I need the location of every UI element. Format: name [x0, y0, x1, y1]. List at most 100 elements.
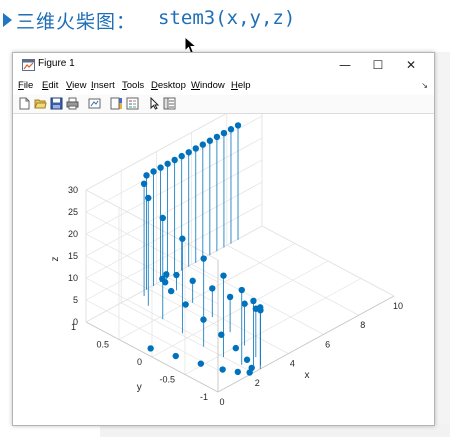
link-plot-icon[interactable] [88, 97, 101, 110]
y-tick-label: 0 [137, 357, 142, 367]
menu-help-mnemonic: H [231, 80, 238, 91]
open-file-icon[interactable] [34, 97, 47, 110]
window-title: Figure 1 [38, 58, 75, 69]
back-wall-gridline [85, 181, 263, 279]
background-strip [100, 424, 450, 437]
stem-marker [209, 285, 216, 292]
stem-marker [163, 271, 170, 278]
menu-desktop-mnemonic: D [151, 80, 158, 91]
left-wall-gridline [85, 277, 219, 349]
stem-marker [206, 137, 214, 144]
insert-colorbar-icon[interactable] [110, 97, 123, 110]
z-tick-label: 10 [68, 273, 78, 283]
stem-marker [257, 304, 264, 311]
menu-tools[interactable]: Tools [122, 80, 144, 91]
y-axis-label: y [137, 382, 142, 393]
stem-marker [159, 214, 166, 222]
menu-window[interactable]: Window [191, 80, 225, 91]
left-wall-gridline [85, 233, 219, 305]
x-axis-label: x [304, 370, 309, 381]
menu-window-label: indow [199, 80, 225, 91]
stem-marker [192, 145, 199, 152]
print-icon[interactable] [66, 97, 79, 110]
back-wall-gridline [85, 137, 263, 235]
menu-insert[interactable]: Insert [91, 80, 115, 91]
y-tick-label: 0.5 [96, 340, 109, 350]
back-wall-gridline [85, 115, 263, 213]
dock-arrow-icon[interactable]: ↘ [421, 81, 428, 90]
minimize-button[interactable]: — [339, 58, 351, 72]
stem-marker [220, 129, 228, 137]
menu-edit-label: dit [48, 80, 59, 91]
stem-marker [150, 168, 157, 175]
stem-marker [243, 356, 251, 363]
bullet-triangle-icon [3, 13, 12, 27]
y-tick-label: -1 [200, 392, 208, 402]
menu-tools-label: ools [126, 80, 145, 91]
stem-marker [157, 164, 164, 171]
stem-marker [213, 133, 221, 141]
slide-title-code: stem3(x,y,z) [158, 7, 296, 29]
stem-marker [164, 160, 171, 167]
stem-marker [234, 368, 241, 376]
floor-gridline [151, 260, 329, 358]
pointer-icon[interactable] [148, 97, 161, 110]
save-icon[interactable] [50, 97, 63, 110]
menu-edit-mnemonic: E [42, 80, 49, 91]
menu-help[interactable]: Help [231, 80, 251, 91]
x-tick-label: 0 [219, 397, 224, 407]
stem-marker [200, 316, 207, 323]
maximize-button[interactable]: ☐ [372, 58, 384, 72]
axis-edge [261, 225, 395, 297]
stem-marker [238, 286, 245, 294]
stem-marker [241, 300, 248, 307]
stem-marker [220, 272, 227, 279]
left-wall-gridline [85, 299, 219, 371]
window-titlebar[interactable]: Figure 1 — ☐ ✕ [13, 53, 434, 77]
y-tick-label: 1 [71, 322, 76, 332]
menu-bar: File Edit View Insert Tools Desktop Wind… [13, 79, 434, 94]
floor-gridline [184, 278, 362, 375]
property-inspector-icon[interactable] [163, 97, 176, 110]
stem-marker [250, 297, 257, 305]
axis-edge [217, 295, 395, 393]
slide-title: 三维火柴图： stem3(x,y,z) [0, 0, 450, 40]
stem-marker [145, 194, 152, 202]
slide-title-chinese: 三维火柴图： [16, 11, 137, 33]
menu-view[interactable]: View [66, 80, 86, 91]
stem-marker [159, 275, 166, 283]
stem-marker [171, 156, 178, 164]
stem-marker [182, 301, 189, 308]
menu-insert-label: nsert [93, 80, 115, 91]
x-tick-label: 2 [255, 378, 260, 388]
stem-marker [178, 152, 185, 160]
background-panel [433, 52, 450, 437]
stem-marker [185, 149, 192, 156]
menu-window-mnemonic: W [191, 80, 200, 91]
z-tick-label: 15 [68, 251, 78, 261]
menu-edit[interactable]: Edit [42, 80, 58, 91]
stem-marker [143, 172, 150, 179]
close-button[interactable]: ✕ [405, 58, 417, 72]
stem-marker [227, 126, 235, 133]
menu-desktop[interactable]: Desktop [151, 80, 186, 91]
x-tick-label: 8 [360, 320, 365, 330]
stem-marker [147, 345, 154, 352]
matlab-figure-icon [22, 59, 35, 71]
x-tick-label: 4 [290, 359, 295, 369]
stem-marker [219, 366, 226, 373]
z-tick-label: 0 [73, 317, 78, 327]
menu-insert-mnemonic: I [91, 80, 94, 91]
menu-help-label: elp [237, 80, 251, 91]
new-figure-icon[interactable] [18, 97, 31, 110]
figure-canvas[interactable]: 0 2 4 6 8 10 -1 -0.5 0 0.5 1 0 5 10 15 20 25 30 x y z [13, 93, 434, 425]
figure-toolbar [13, 95, 434, 114]
stem-marker [140, 180, 148, 187]
stem-marker [200, 255, 207, 262]
figure-window: Figure 1 — ☐ ✕ File Edit View Insert Too… [12, 52, 435, 426]
stem-marker [179, 235, 186, 242]
menu-file[interactable]: File [18, 80, 33, 91]
back-wall-gridline [85, 203, 263, 301]
insert-legend-icon[interactable] [126, 97, 139, 110]
